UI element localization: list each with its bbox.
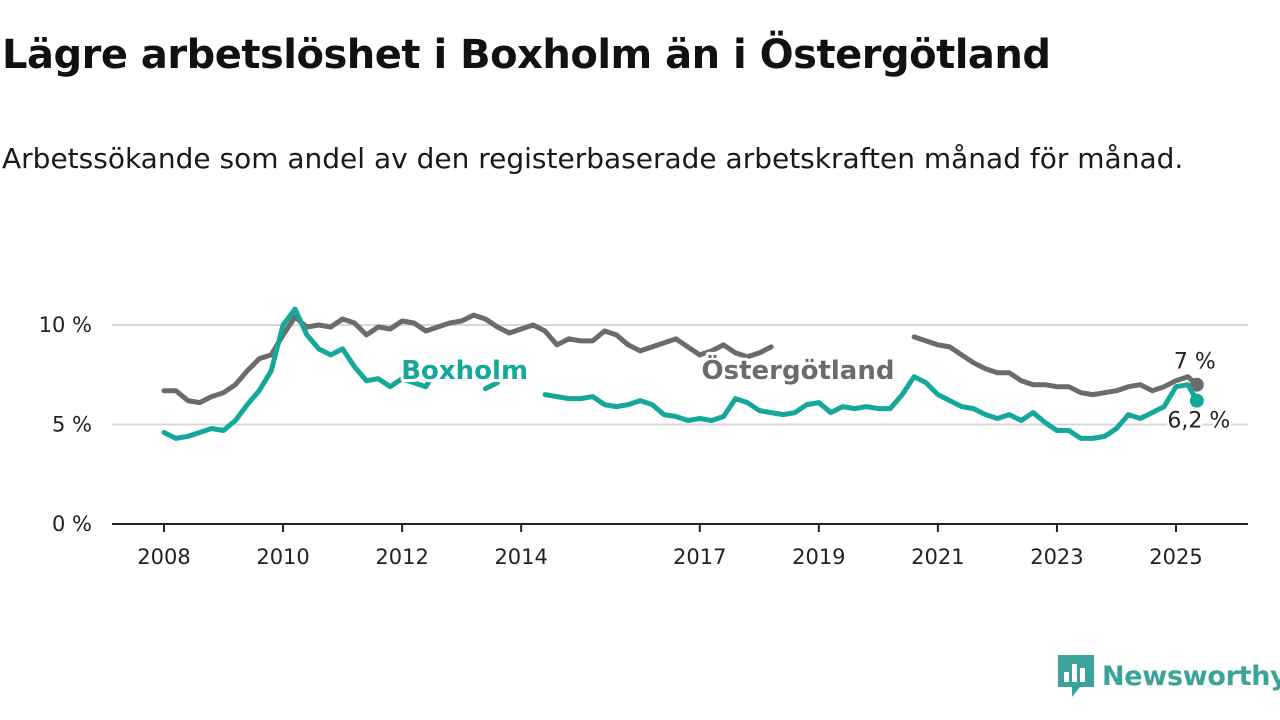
x-tick-label: 2014 — [494, 545, 547, 569]
boxholm-line — [161, 306, 441, 441]
y-tick-label: 0 % — [52, 512, 92, 536]
x-tick-label: 2010 — [256, 545, 309, 569]
ostergotland-end-dot — [1189, 377, 1204, 392]
chart-subtitle: Arbetssökande som andel av den registerb… — [2, 142, 1184, 175]
newsworthy-logo-icon — [1058, 655, 1094, 697]
x-axis: 2008 2010 2012 2014 2017 2019 2021 2023 2025 — [112, 523, 1248, 569]
x-tick-label: 2012 — [375, 545, 428, 569]
x-tick-label: 2021 — [911, 545, 964, 569]
y-tick-label: 5 % — [52, 413, 92, 437]
boxholm-line — [483, 380, 500, 392]
boxholm-end-dot — [1189, 393, 1204, 408]
ostergotland-end-label: 7 % — [1174, 350, 1216, 375]
x-tick-label: 2019 — [792, 545, 845, 569]
ostergotland-line — [161, 312, 774, 406]
boxholm-series-label: Boxholm — [401, 356, 528, 386]
boxholm-line — [542, 374, 1200, 441]
chart-title: Lägre arbetslöshet i Boxholm än i Österg… — [2, 32, 1051, 78]
boxholm-end-label: 6,2 % — [1167, 409, 1230, 434]
brand-name: Newsworthy — [1102, 660, 1280, 692]
x-tick-label: 2023 — [1030, 545, 1083, 569]
series-lines — [161, 306, 1204, 441]
x-tick-label: 2008 — [137, 545, 190, 569]
x-tick-label: 2025 — [1149, 545, 1202, 569]
ostergotland-series-label: Östergötland — [702, 353, 895, 386]
y-tick-label: 10 % — [39, 313, 92, 337]
ostergotland-line — [911, 334, 1200, 398]
y-axis: 0 % 5 % 10 % — [39, 313, 92, 536]
series-labels: Östergötland Boxholm 7 % 6,2 % — [398, 347, 1233, 436]
newsworthy-logo: Newsworthy — [1058, 654, 1280, 698]
x-tick-label: 2017 — [673, 545, 726, 569]
